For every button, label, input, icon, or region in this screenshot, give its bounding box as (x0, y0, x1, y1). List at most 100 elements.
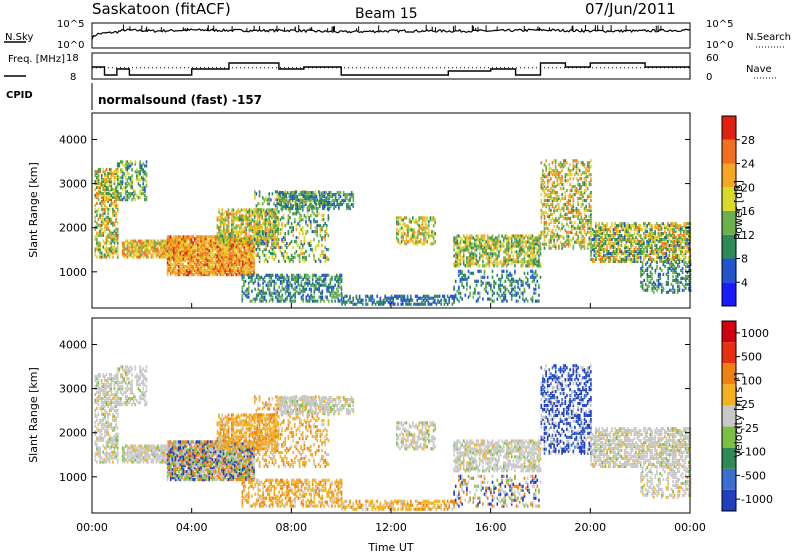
power-cell (259, 234, 262, 238)
power-cell (320, 196, 323, 201)
power-cell (171, 245, 174, 249)
power-cell (145, 245, 148, 249)
power-cell (326, 206, 329, 211)
power-cell (554, 234, 557, 238)
power-cell (232, 263, 234, 267)
power-cell (198, 261, 201, 265)
power-cell (105, 249, 108, 253)
power-cell (416, 240, 419, 244)
power-cell (469, 252, 471, 256)
power-cell (323, 299, 325, 303)
power-cell (583, 246, 586, 250)
power-cell (108, 241, 111, 245)
power-cell (279, 299, 282, 303)
power-cell (284, 249, 286, 254)
power-cell (149, 239, 151, 243)
power-cell (232, 249, 234, 253)
power-cell (306, 206, 309, 210)
power-cell (415, 220, 417, 224)
power-cell (550, 171, 552, 175)
power-cell (360, 300, 362, 304)
power-cell (466, 244, 468, 248)
power-cell (184, 253, 186, 257)
power-cell (510, 262, 513, 266)
power-cell (211, 257, 214, 261)
power-cell (115, 231, 117, 235)
power-cell (189, 259, 191, 263)
power-cell (265, 238, 267, 242)
power-cell (176, 251, 178, 255)
power-cell (273, 208, 275, 212)
power-cell (295, 289, 298, 293)
power-cell (485, 246, 487, 250)
power-cell (242, 253, 244, 257)
power-cell (494, 236, 497, 240)
power-cell (102, 183, 105, 188)
power-cell (475, 248, 478, 252)
power-cell (232, 269, 234, 273)
power-cell (107, 207, 109, 211)
power-cell (224, 236, 227, 240)
power-cell (238, 257, 241, 261)
power-cell (486, 256, 489, 260)
power-cell (235, 265, 238, 269)
power-cell (400, 216, 403, 220)
power-cell (278, 285, 280, 289)
power-cell (142, 241, 145, 245)
power-cell (184, 243, 186, 247)
power-cell (189, 239, 191, 243)
power-cell (271, 236, 274, 240)
power-cell (163, 243, 166, 247)
power-cell (133, 245, 135, 249)
power-cell (243, 279, 245, 283)
power-cell (546, 194, 549, 199)
power-cell (105, 205, 108, 209)
power-cell (352, 204, 355, 209)
power-cell (507, 273, 510, 277)
power-cell (263, 230, 265, 234)
power-cell (415, 240, 417, 244)
power-cell (239, 216, 241, 220)
power-cell (509, 291, 511, 295)
power-cell (96, 231, 98, 235)
power-cell (235, 253, 238, 257)
power-cell (287, 218, 290, 222)
power-cell (126, 178, 129, 182)
power-cell (289, 259, 291, 263)
power-cell (510, 289, 513, 293)
power-cell (99, 213, 101, 217)
power-cell (287, 293, 290, 297)
power-cell (169, 245, 172, 249)
power-cell (273, 202, 275, 206)
power-cell (523, 271, 526, 275)
power-cell (265, 273, 268, 277)
power-cell (126, 251, 129, 255)
power-cell (310, 191, 313, 195)
power-cell (350, 300, 353, 304)
power-cell (107, 239, 109, 243)
power-cell (467, 236, 470, 240)
power-cell (583, 222, 586, 226)
power-cell (230, 255, 233, 259)
power-cell (218, 249, 220, 253)
power-cell (115, 172, 117, 176)
power-cell (306, 241, 309, 246)
power-cell (185, 245, 188, 249)
power-cell (102, 187, 105, 192)
power-cell (550, 191, 552, 195)
power-cell (128, 166, 130, 170)
power-cell (306, 193, 308, 197)
power-cell (118, 162, 121, 166)
power-cell (296, 202, 299, 207)
power-cell (572, 159, 575, 163)
power-cell (273, 251, 275, 256)
power-cell (539, 264, 542, 268)
power-cell (256, 218, 259, 222)
power-cell (306, 196, 308, 201)
power-cell (296, 206, 299, 211)
power-cell (302, 193, 305, 197)
power-cell (413, 234, 416, 238)
freq-right-tick-top: 60 (706, 53, 719, 64)
power-cell (318, 289, 320, 293)
power-cell (312, 196, 315, 201)
